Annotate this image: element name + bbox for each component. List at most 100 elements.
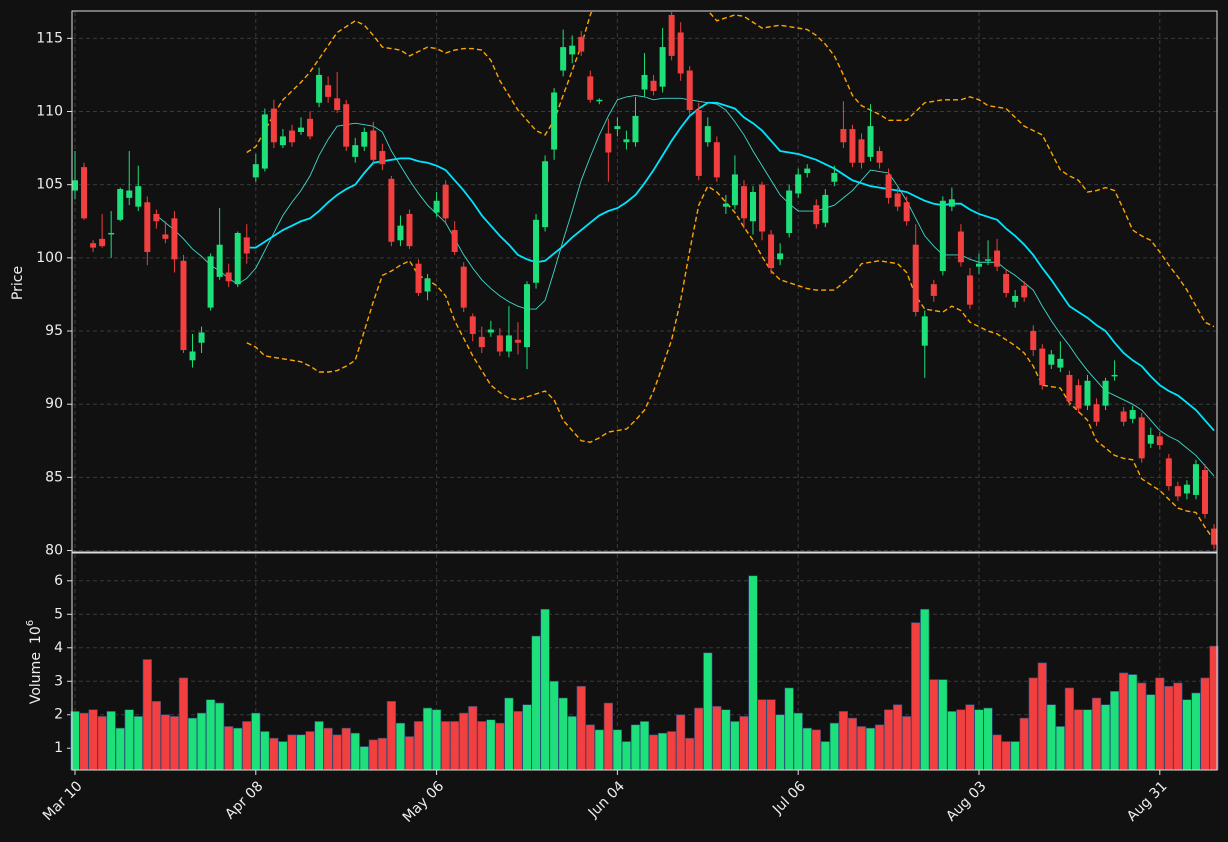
volume-bar — [1046, 704, 1056, 771]
volume-bar — [196, 712, 207, 771]
candle-body — [876, 151, 883, 163]
candle-body — [614, 126, 621, 130]
volume-bar — [739, 716, 749, 771]
candle-body — [569, 45, 576, 55]
volume-bar — [721, 709, 731, 771]
candle-body — [867, 126, 874, 157]
panel-frame — [71, 552, 1218, 771]
candle-body — [307, 118, 314, 137]
candle-body — [1183, 484, 1190, 494]
candle-body — [487, 329, 494, 333]
candle-body — [90, 243, 97, 248]
volume-bar — [160, 714, 171, 771]
candle-body — [786, 190, 793, 233]
candle-body — [108, 232, 115, 235]
volume-axis-label: Volume 106 — [25, 620, 44, 704]
candle-body — [542, 161, 549, 228]
candle-body — [361, 132, 368, 147]
candle-body — [1174, 486, 1181, 497]
candle-body — [406, 213, 413, 247]
volume-bar — [106, 711, 116, 771]
volume-bar — [468, 706, 478, 771]
candle-body — [135, 186, 142, 207]
volume-bar — [585, 724, 595, 771]
y-tick-label: 100 — [36, 250, 63, 266]
candle-body — [1084, 380, 1091, 406]
candle-body — [759, 184, 766, 232]
y-tick-label: 105 — [36, 177, 63, 193]
volume-bar — [242, 721, 252, 771]
volume-bar — [269, 737, 279, 771]
candle-body — [1093, 404, 1100, 422]
volume-bar — [793, 712, 803, 771]
volume-bar — [97, 716, 107, 771]
candle-body — [99, 238, 106, 247]
volume-bar — [422, 707, 433, 771]
volume-bar — [1164, 685, 1174, 771]
candle-body — [433, 200, 440, 213]
volume-bar — [314, 721, 324, 771]
candle-body — [316, 74, 323, 103]
y-tick-label: 90 — [45, 396, 63, 412]
y-tick-label: 6 — [54, 573, 63, 589]
volume-bar — [1091, 697, 1102, 771]
panel-frame — [71, 10, 1218, 553]
candle-body — [153, 213, 160, 222]
volume-bar — [377, 737, 387, 771]
volume-bar — [730, 721, 740, 771]
candle-body — [551, 92, 558, 150]
volume-bar — [278, 741, 288, 771]
candle-body — [985, 259, 992, 261]
candle-body — [469, 316, 476, 334]
candle-body — [81, 167, 88, 219]
volume-bar — [215, 702, 225, 771]
indicator-line — [246, 185, 1215, 541]
candle-body — [1048, 354, 1055, 365]
candle-body — [216, 244, 223, 277]
volume-label: Volume — [28, 652, 44, 704]
volume-bar — [1155, 677, 1165, 771]
volume-bar — [639, 721, 650, 771]
volume-bar — [305, 731, 315, 771]
candle-body — [948, 199, 955, 207]
volume-bar — [594, 729, 604, 771]
volume-bar — [938, 679, 948, 771]
volume-bar — [974, 709, 984, 771]
candle-body — [795, 174, 802, 194]
volume-bar — [956, 709, 966, 771]
volume-bar — [296, 734, 306, 771]
candle-body — [126, 190, 133, 198]
candle-body — [1066, 374, 1073, 402]
y-tick-label: 4 — [54, 640, 63, 656]
candle-body — [632, 115, 639, 143]
volume-bar — [395, 722, 406, 771]
volume-bar — [965, 704, 975, 771]
candle-body — [695, 110, 702, 176]
volume-bar — [206, 699, 216, 771]
volume-bar — [694, 707, 704, 771]
y-tick-label: 5 — [54, 606, 63, 622]
candle-body — [713, 142, 720, 178]
candle-body — [533, 219, 540, 283]
candle-body — [1102, 380, 1109, 406]
candle-body — [813, 205, 820, 225]
candle-body — [397, 225, 404, 241]
candle-body — [1003, 273, 1010, 293]
volume-bar — [820, 741, 830, 771]
volume-bar — [1019, 717, 1029, 771]
candle-body — [261, 114, 268, 169]
candle-body — [957, 231, 964, 263]
candle-body — [939, 200, 946, 272]
indicator-line — [246, 101, 1215, 432]
volume-bar — [667, 731, 677, 771]
volume-bar — [323, 727, 333, 771]
volume-bar — [1173, 682, 1183, 771]
volume-bar — [124, 709, 134, 771]
candle-body — [388, 178, 395, 242]
volume-bar — [1037, 662, 1047, 771]
candle-body — [1057, 358, 1064, 368]
candle-body — [415, 263, 422, 293]
volume-bar — [187, 717, 198, 771]
candle-body — [994, 250, 1001, 267]
